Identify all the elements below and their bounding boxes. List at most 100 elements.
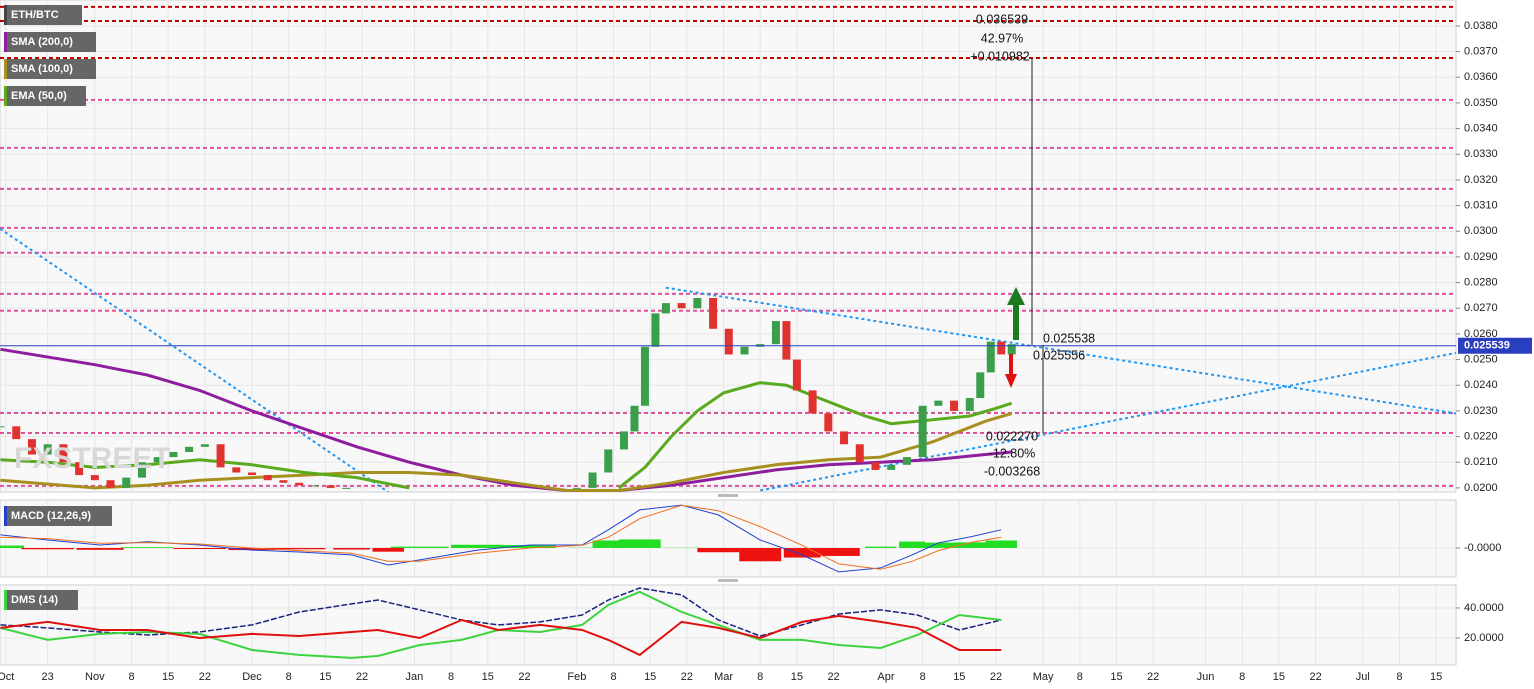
candle (934, 400, 943, 406)
candle (604, 449, 613, 473)
x-tick-label: 22 (990, 671, 1002, 683)
legend-box[interactable] (4, 86, 86, 106)
y-tick-label: 0.0310 (1464, 199, 1498, 211)
legend-swatch (4, 506, 7, 526)
y-tick-label: 0.0360 (1464, 71, 1498, 83)
trendline (760, 351, 1456, 492)
candle (808, 390, 817, 414)
y-tick-label: 0.0270 (1464, 302, 1498, 314)
candle (661, 303, 670, 314)
candle (90, 475, 99, 481)
legend-box[interactable] (4, 59, 96, 79)
candle (342, 487, 351, 489)
x-tick-label: 8 (448, 671, 454, 683)
histogram-bar (899, 541, 926, 548)
histogram-bar (618, 539, 661, 548)
candle (153, 457, 162, 463)
y-tick-label: 0.0250 (1464, 353, 1498, 365)
legend-box[interactable] (4, 32, 96, 52)
x-tick-label: 8 (757, 671, 763, 683)
histogram-bar (697, 547, 740, 553)
x-tick-label: 22 (356, 671, 368, 683)
dms-line (0, 587, 1002, 637)
x-tick-label: 8 (286, 671, 292, 683)
x-tick-label: Jul (1356, 671, 1370, 683)
candle (693, 297, 702, 309)
x-tick-label: 22 (827, 671, 839, 683)
histogram-bar (272, 547, 326, 550)
histogram-bar (954, 542, 986, 548)
x-tick-label: May (1033, 671, 1054, 683)
histogram-bar (0, 545, 25, 548)
histogram-bar (228, 547, 276, 551)
legend-box[interactable] (4, 506, 112, 526)
histogram-bar (739, 547, 782, 562)
annotation: -12.80% (989, 446, 1036, 460)
candle (326, 485, 335, 488)
candle (295, 482, 304, 486)
candle (572, 487, 581, 489)
candle (976, 372, 985, 399)
candle (27, 439, 36, 455)
x-tick-label: 15 (791, 671, 803, 683)
histogram-bar (121, 547, 174, 548)
x-tick-label: 15 (1430, 671, 1442, 683)
up-arrow (1007, 287, 1025, 340)
y-tick-label: 0.0380 (1464, 20, 1498, 32)
annotation: 0.025556 (1033, 348, 1085, 362)
candle (620, 431, 628, 450)
candle (782, 321, 791, 360)
last-price-label: 0.025539 (1464, 340, 1510, 352)
candle (855, 444, 864, 463)
candle (709, 297, 718, 329)
legend-label: ETH/BTC (11, 9, 59, 21)
x-tick-label: 8 (128, 671, 134, 683)
candle (0, 426, 5, 428)
x-tick-label: 15 (1110, 671, 1122, 683)
price-panel (0, 0, 1457, 493)
candle (106, 480, 115, 488)
candle (950, 400, 959, 411)
y-tick-label: 40.0000 (1464, 602, 1504, 614)
candle (75, 462, 84, 476)
y-tick-label: 20.0000 (1464, 632, 1504, 644)
annotation: -0.003268 (984, 464, 1040, 478)
trendline (0, 227, 389, 492)
histogram-bar (76, 547, 124, 550)
resize-handle[interactable] (718, 579, 738, 582)
x-tick-label: Nov (85, 671, 105, 683)
ma-line (0, 381, 1013, 490)
histogram-bar (592, 540, 624, 548)
annotation: 0.025538 (1043, 331, 1095, 345)
histogram-bar (817, 547, 860, 556)
histogram-bar (503, 545, 556, 548)
legend-label: EMA (50,0) (11, 90, 67, 102)
x-tick-label: 22 (518, 671, 530, 683)
candle (887, 464, 896, 470)
x-tick-label: 8 (1239, 671, 1245, 683)
candle (122, 477, 131, 488)
y-tick-label: 0.0370 (1464, 45, 1498, 57)
candle (232, 467, 241, 473)
x-tick-label: 8 (1396, 671, 1402, 683)
x-tick-label: Oct (0, 671, 14, 683)
resize-handle[interactable] (718, 494, 738, 497)
x-tick-label: Jan (406, 671, 424, 683)
legend-label: SMA (100,0) (11, 63, 73, 75)
legend-swatch (4, 5, 7, 25)
annotation: +0.010982 (970, 49, 1029, 63)
legend-swatch (4, 32, 7, 52)
legend-label: MACD (12,26,9) (11, 510, 91, 522)
histogram-bar (922, 542, 955, 548)
histogram-bar (451, 544, 504, 548)
legend-box[interactable] (4, 5, 82, 25)
histogram-bar (21, 547, 74, 550)
candle (965, 398, 974, 411)
legend-box[interactable] (4, 590, 78, 610)
x-tick-label: 15 (1273, 671, 1285, 683)
x-tick-label: 8 (920, 671, 926, 683)
y-tick-label: 0.0200 (1464, 482, 1498, 494)
candle (651, 313, 660, 347)
last-price-box (1458, 337, 1532, 354)
candle (59, 444, 68, 463)
